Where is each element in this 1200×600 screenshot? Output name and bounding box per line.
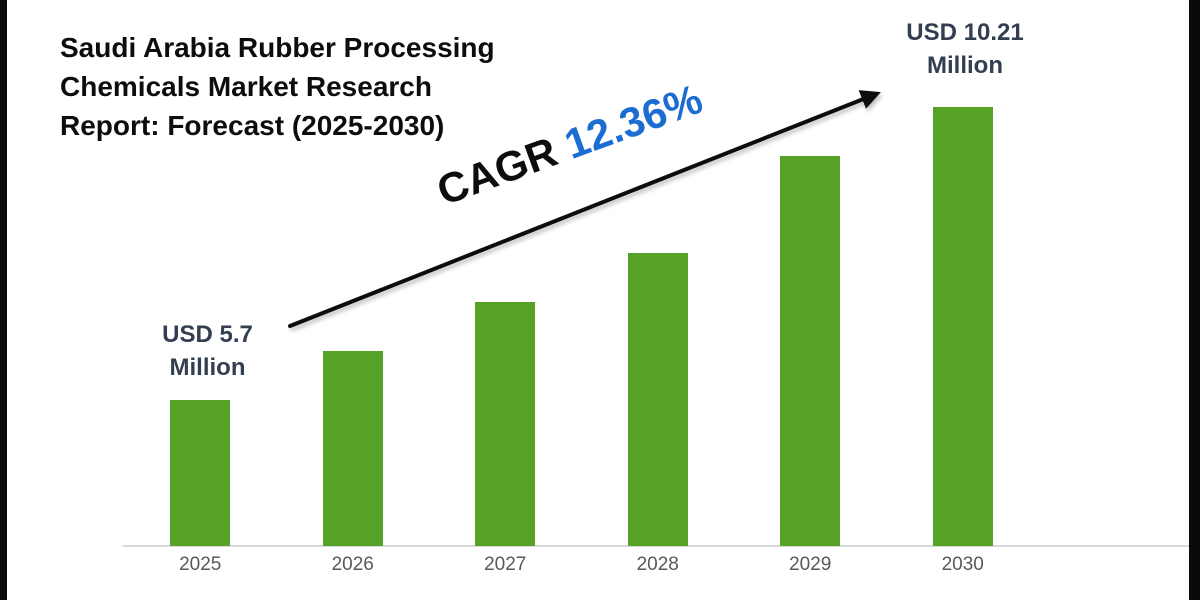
value-label-2025: USD 5.7 Million xyxy=(125,318,290,384)
value-label-2030-line1: USD 10.21 xyxy=(906,19,1024,46)
bar-2028 xyxy=(627,253,688,546)
value-label-2025-line1: USD 5.7 xyxy=(162,321,253,348)
x-axis-labels: 2025 2026 2027 2028 2029 2030 xyxy=(124,554,1039,576)
bar-2029 xyxy=(780,156,841,546)
x-axis-label-2027: 2027 xyxy=(484,554,527,575)
chart-title: Saudi Arabia Rubber Processing Chemicals… xyxy=(60,28,560,145)
bar-2025 xyxy=(170,400,231,546)
chart-title-line3: Report: Forecast (2025-2030) xyxy=(60,110,445,141)
right-edge-strip xyxy=(1189,0,1200,600)
x-axis-label-2028: 2028 xyxy=(636,554,679,575)
chart-title-line1: Saudi Arabia Rubber Processing xyxy=(60,32,495,63)
trend-arrow-line xyxy=(288,90,881,328)
bars-layer xyxy=(124,0,1039,546)
bar-2026 xyxy=(322,351,383,546)
x-axis-label-2029: 2029 xyxy=(789,554,832,575)
bar-2030 xyxy=(932,107,993,546)
chart-title-line2: Chemicals Market Research xyxy=(60,71,432,102)
value-label-2025-line2: Million xyxy=(169,354,246,381)
left-edge-strip xyxy=(0,0,7,600)
x-axis-label-2025: 2025 xyxy=(179,554,222,575)
value-label-2030: USD 10.21 Million xyxy=(880,16,1050,82)
bar-2027 xyxy=(475,302,536,546)
value-label-2030-line2: Million xyxy=(927,52,1003,79)
x-axis-label-2030: 2030 xyxy=(941,554,984,575)
x-axis-label-2026: 2026 xyxy=(331,554,374,575)
x-axis-baseline xyxy=(123,545,1189,547)
